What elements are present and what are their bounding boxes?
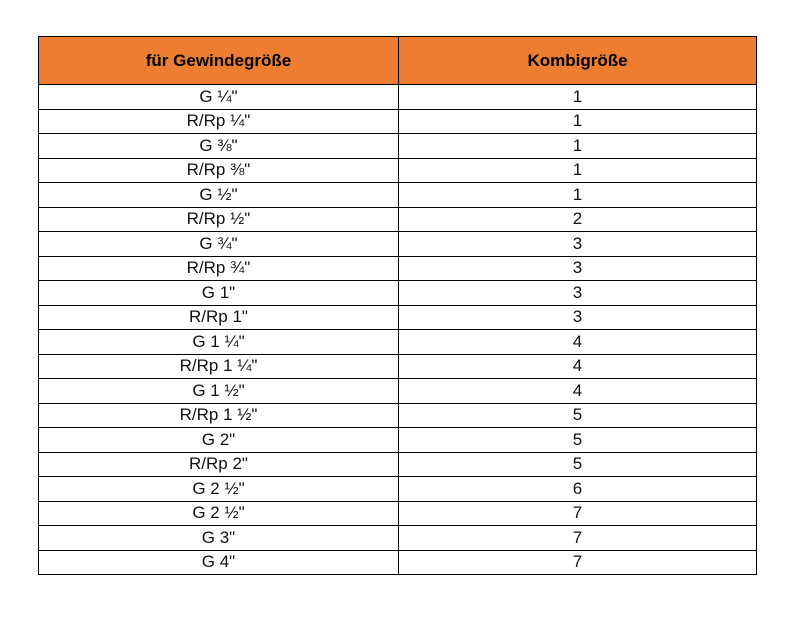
table-row: G 2 ½" 7 <box>38 500 757 526</box>
thread-size: G ½" <box>38 182 399 208</box>
combi-size: 1 <box>398 133 757 159</box>
table-row: G 1 ¼" 4 <box>38 329 757 355</box>
combi-size: 7 <box>398 500 757 526</box>
combi-size: 7 <box>398 525 757 551</box>
combi-size: 5 <box>398 427 757 453</box>
thread-size: G ¾" <box>38 231 399 257</box>
combi-size: 5 <box>398 402 757 428</box>
combi-size: 3 <box>398 231 757 257</box>
thread-size: G 1 ¼" <box>38 329 399 355</box>
thread-size: R/Rp ⅜" <box>38 157 399 183</box>
thread-size: R/Rp 1 ½" <box>38 402 399 428</box>
thread-size: R/Rp ¾" <box>38 255 399 281</box>
combi-size: 1 <box>398 84 757 110</box>
combi-size: 5 <box>398 451 757 477</box>
thread-size: R/Rp ¼" <box>38 108 399 134</box>
combi-size: 7 <box>398 549 757 575</box>
thread-size: R/Rp 2" <box>38 451 399 477</box>
combi-size: 3 <box>398 304 757 330</box>
header-cell: für Gewindegröße <box>38 36 399 85</box>
combi-size: 1 <box>398 182 757 208</box>
combi-size: 4 <box>398 378 757 404</box>
table-row: R/Rp 1 ½" 5 <box>38 402 757 428</box>
table-row: R/Rp ¼" 1 <box>38 108 757 134</box>
table-row: G 2 ½" 6 <box>38 476 757 502</box>
thread-size: G 3" <box>38 525 399 551</box>
header-cell: Kombigröße <box>398 36 757 85</box>
combi-size: 1 <box>398 108 757 134</box>
table-row: R/Rp 2" 5 <box>38 451 757 477</box>
table-row: G 3" 7 <box>38 525 757 551</box>
thread-size: G 2 ½" <box>38 476 399 502</box>
combi-size: 2 <box>398 206 757 232</box>
table-row: G 2" 5 <box>38 427 757 453</box>
size-table: für Gewindegröße Kombigröße G ¼" 1 R/Rp ¼"… <box>38 36 757 575</box>
table-body: G ¼" 1 R/Rp ¼" 1 G ⅜" 1 R/Rp ⅜" 1 G ½" 1 R/Rp ½" 2 G… <box>38 84 757 575</box>
thread-size: G 1" <box>38 280 399 306</box>
table-header: für Gewindegröße Kombigröße <box>38 36 757 85</box>
thread-size: G 4" <box>38 549 399 575</box>
table-row: G ½" 1 <box>38 182 757 208</box>
thread-size: R/Rp ½" <box>38 206 399 232</box>
combi-size: 3 <box>398 280 757 306</box>
table-row: G ¾" 3 <box>38 231 757 257</box>
thread-size: G 1 ½" <box>38 378 399 404</box>
table-row: R/Rp 1" 3 <box>38 304 757 330</box>
thread-size: R/Rp 1 ¼" <box>38 353 399 379</box>
table-row: G 4" 7 <box>38 549 757 575</box>
combi-size: 4 <box>398 329 757 355</box>
thread-size: G ¼" <box>38 84 399 110</box>
header-row: für Gewindegröße Kombigröße <box>38 36 757 85</box>
thread-size: G 2" <box>38 427 399 453</box>
table-row: R/Rp ⅜" 1 <box>38 157 757 183</box>
thread-size: G ⅜" <box>38 133 399 159</box>
combi-size: 3 <box>398 255 757 281</box>
combi-size: 6 <box>398 476 757 502</box>
table-row: R/Rp 1 ¼" 4 <box>38 353 757 379</box>
table-row: G 1 ½" 4 <box>38 378 757 404</box>
table-row: R/Rp ½" 2 <box>38 206 757 232</box>
table-row: G ⅜" 1 <box>38 133 757 159</box>
thread-size: R/Rp 1" <box>38 304 399 330</box>
combi-size: 4 <box>398 353 757 379</box>
table-row: G ¼" 1 <box>38 84 757 110</box>
table-row: G 1" 3 <box>38 280 757 306</box>
thread-size: G 2 ½" <box>38 500 399 526</box>
table-row: R/Rp ¾" 3 <box>38 255 757 281</box>
combi-size: 1 <box>398 157 757 183</box>
